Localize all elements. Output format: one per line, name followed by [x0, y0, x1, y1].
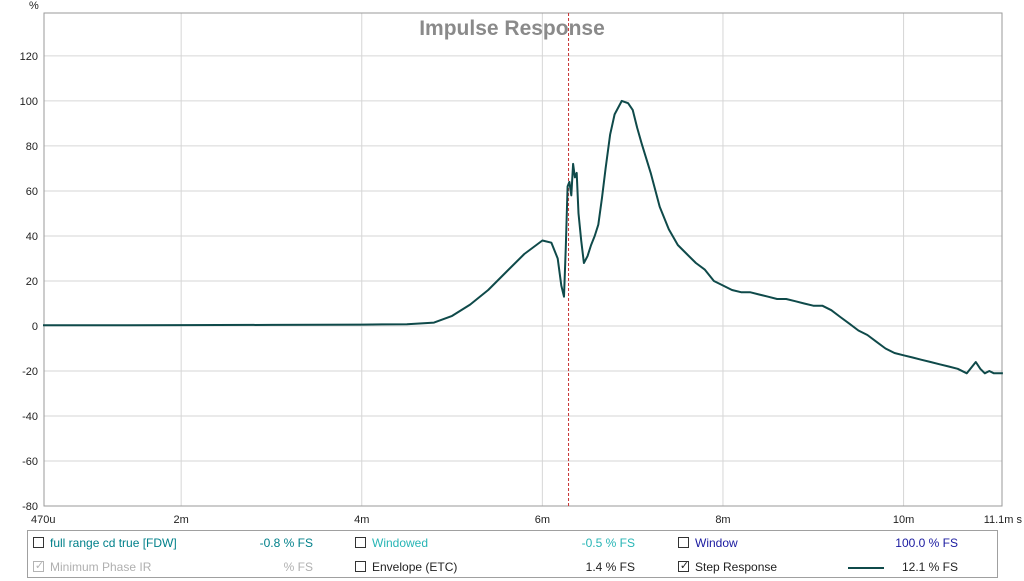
x-tick-label: 4m [354, 514, 369, 526]
y-tick-label: 60 [26, 186, 38, 198]
x-tick-label: 11.1m s [984, 514, 1023, 526]
y-axis-unit-label: % [29, 0, 39, 12]
impulse-response-plot[interactable]: Impulse Response % 120 100 80 60 40 20 0 -20 -40… [0, 0, 1024, 530]
legend-value: -0.8 % FS [259, 536, 313, 550]
plot-frame [43, 12, 1003, 507]
y-tick-label: 100 [20, 96, 38, 108]
x-tick-label: 2m [174, 514, 189, 526]
y-tick-label: 80 [26, 141, 38, 153]
plot-grid [44, 13, 1002, 506]
x-axis-ticks: 470u 2m 4m 6m 8m 10m 11.1m s [31, 514, 1022, 526]
legend-label[interactable]: full range cd true [FDW] [50, 536, 177, 550]
legend-panel: full range cd true [FDW] -0.8 % FS Windowe… [27, 530, 998, 578]
x-tick-label: 6m [535, 514, 550, 526]
y-tick-label: -40 [22, 411, 38, 423]
legend-checkbox[interactable] [33, 537, 44, 548]
y-tick-label: -60 [22, 456, 38, 468]
legend-checkbox[interactable]: ✓ [678, 560, 690, 572]
y-tick-label: 120 [20, 51, 38, 63]
chart-title: Impulse Response [419, 17, 605, 40]
legend-checkbox[interactable] [355, 537, 366, 548]
legend-label[interactable]: Minimum Phase IR [50, 560, 152, 574]
legend-checkbox[interactable] [678, 537, 689, 548]
y-axis-ticks: 120 100 80 60 40 20 0 -20 -40 -60 -80 [20, 51, 38, 513]
y-tick-label: 0 [32, 321, 38, 333]
legend-value: -0.5 % FS [581, 536, 635, 550]
legend-label[interactable]: Envelope (ETC) [372, 560, 458, 574]
legend-checkbox[interactable] [355, 561, 366, 572]
legend-line-swatch [848, 567, 884, 569]
legend-label[interactable]: Windowed [372, 536, 429, 550]
legend-label[interactable]: Window [695, 536, 738, 550]
legend-value: % FS [283, 560, 313, 574]
y-tick-label: -80 [22, 501, 38, 513]
y-tick-label: -20 [22, 366, 38, 378]
legend-value: 1.4 % FS [585, 560, 635, 574]
y-tick-label: 20 [26, 276, 38, 288]
check-icon: ✓ [34, 560, 45, 572]
x-tick-label: 470u [31, 514, 55, 526]
x-tick-label: 8m [715, 514, 730, 526]
x-tick-label: 10m [893, 514, 914, 526]
legend-value: 12.1 % FS [901, 560, 958, 574]
legend-value: 100.0 % FS [895, 536, 958, 550]
y-tick-label: 40 [26, 231, 38, 243]
legend-checkbox[interactable]: ✓ [33, 560, 45, 572]
legend-label[interactable]: Step Response [695, 560, 778, 574]
check-icon: ✓ [679, 560, 690, 572]
step-response-line [43, 99, 1003, 375]
